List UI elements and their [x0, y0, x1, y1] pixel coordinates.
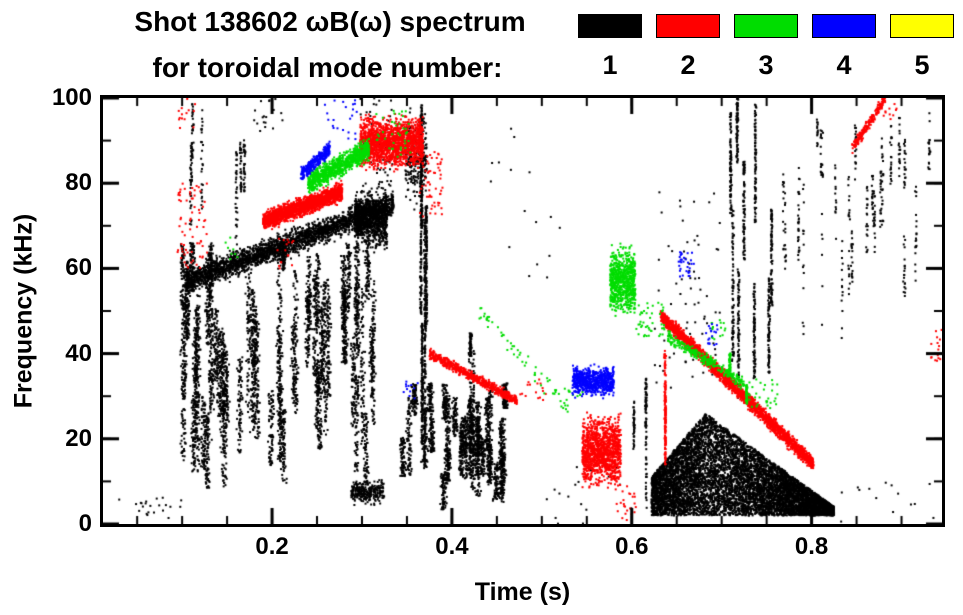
legend-label-4: 4: [836, 50, 852, 80]
legend-swatch-3: [734, 14, 798, 38]
plot-area: [100, 95, 945, 527]
figure-title: Shot 138602 ωB(ω) spectrum: [134, 6, 526, 37]
legend-entry-2: 2: [656, 14, 720, 79]
legend-entry-1: 1: [578, 14, 642, 79]
legend-swatch-2: [656, 14, 720, 38]
figure-subtitle: for toroidal mode number:: [152, 52, 503, 83]
y-tick-label-100: 100: [51, 84, 92, 111]
mode-legend: 1 2 3 4 5: [578, 14, 954, 79]
x-tick-label-0.4: 0.4: [435, 533, 469, 560]
legend-entry-3: 3: [734, 14, 798, 79]
spectrogram-canvas: [103, 98, 942, 524]
y-axis-label: Frequency (kHz): [9, 213, 38, 409]
y-tick-label-40: 40: [65, 339, 92, 367]
x-tick-label-0.6: 0.6: [615, 533, 649, 560]
legend-swatch-4: [812, 14, 876, 38]
legend-entry-5: 5: [890, 14, 954, 79]
legend-swatch-1: [578, 14, 642, 38]
y-tick-label-80: 80: [65, 169, 92, 197]
y-tick-label-0: 0: [78, 510, 92, 537]
legend-swatch-5: [890, 14, 954, 38]
legend-label-1: 1: [602, 50, 618, 80]
y-tick-label-60: 60: [65, 254, 92, 282]
y-tick-label-20: 20: [65, 424, 92, 452]
legend-entry-4: 4: [812, 14, 876, 79]
legend-label-2: 2: [680, 50, 696, 80]
x-tick-label-0.2: 0.2: [255, 533, 289, 560]
x-tick-label-0.8: 0.8: [794, 533, 829, 560]
x-axis-label: Time (s): [474, 578, 571, 606]
legend-label-3: 3: [758, 50, 774, 80]
legend-label-5: 5: [914, 50, 930, 80]
